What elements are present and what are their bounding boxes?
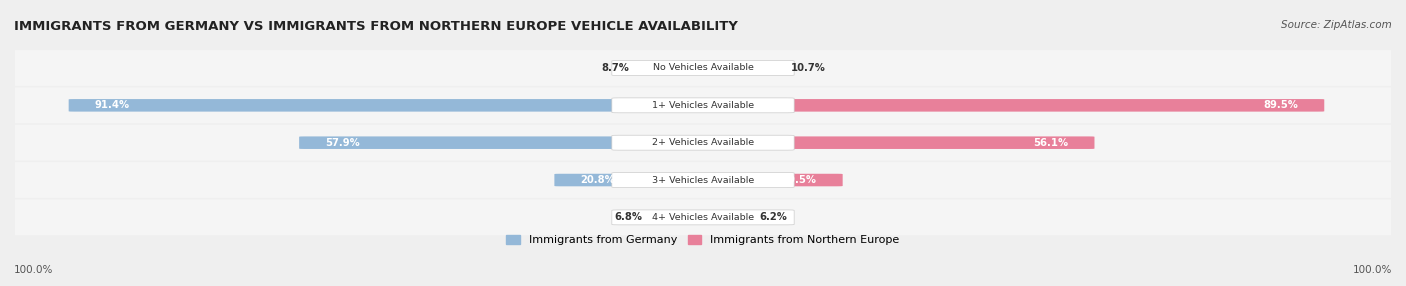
FancyBboxPatch shape [612,61,794,76]
Text: 8.7%: 8.7% [602,63,630,73]
FancyBboxPatch shape [697,62,782,74]
Text: Source: ZipAtlas.com: Source: ZipAtlas.com [1281,20,1392,30]
FancyBboxPatch shape [612,98,794,113]
Text: 57.9%: 57.9% [325,138,360,148]
FancyBboxPatch shape [299,136,709,149]
Text: IMMIGRANTS FROM GERMANY VS IMMIGRANTS FROM NORTHERN EUROPE VEHICLE AVAILABILITY: IMMIGRANTS FROM GERMANY VS IMMIGRANTS FR… [14,20,738,33]
FancyBboxPatch shape [612,135,794,150]
FancyBboxPatch shape [651,211,709,224]
FancyBboxPatch shape [697,174,842,186]
Text: 20.8%: 20.8% [581,175,616,185]
FancyBboxPatch shape [8,88,1398,123]
Text: 3+ Vehicles Available: 3+ Vehicles Available [652,176,754,184]
Text: 4+ Vehicles Available: 4+ Vehicles Available [652,213,754,222]
FancyBboxPatch shape [554,174,709,186]
FancyBboxPatch shape [8,162,1398,198]
Text: 91.4%: 91.4% [94,100,129,110]
Text: 6.8%: 6.8% [614,212,643,223]
FancyBboxPatch shape [612,210,794,225]
FancyBboxPatch shape [697,99,1324,112]
FancyBboxPatch shape [697,211,751,224]
Text: No Vehicles Available: No Vehicles Available [652,63,754,72]
Text: 56.1%: 56.1% [1033,138,1069,148]
Text: 2+ Vehicles Available: 2+ Vehicles Available [652,138,754,147]
FancyBboxPatch shape [8,199,1398,235]
Text: 89.5%: 89.5% [1263,100,1298,110]
FancyBboxPatch shape [8,50,1398,86]
FancyBboxPatch shape [612,172,794,188]
Text: 6.2%: 6.2% [759,212,787,223]
FancyBboxPatch shape [697,136,1094,149]
FancyBboxPatch shape [8,125,1398,161]
FancyBboxPatch shape [638,62,709,74]
Text: 1+ Vehicles Available: 1+ Vehicles Available [652,101,754,110]
Text: 10.7%: 10.7% [790,63,825,73]
Text: 100.0%: 100.0% [1353,265,1392,275]
Text: 100.0%: 100.0% [14,265,53,275]
FancyBboxPatch shape [69,99,709,112]
Text: 19.5%: 19.5% [782,175,817,185]
Legend: Immigrants from Germany, Immigrants from Northern Europe: Immigrants from Germany, Immigrants from… [506,235,900,245]
